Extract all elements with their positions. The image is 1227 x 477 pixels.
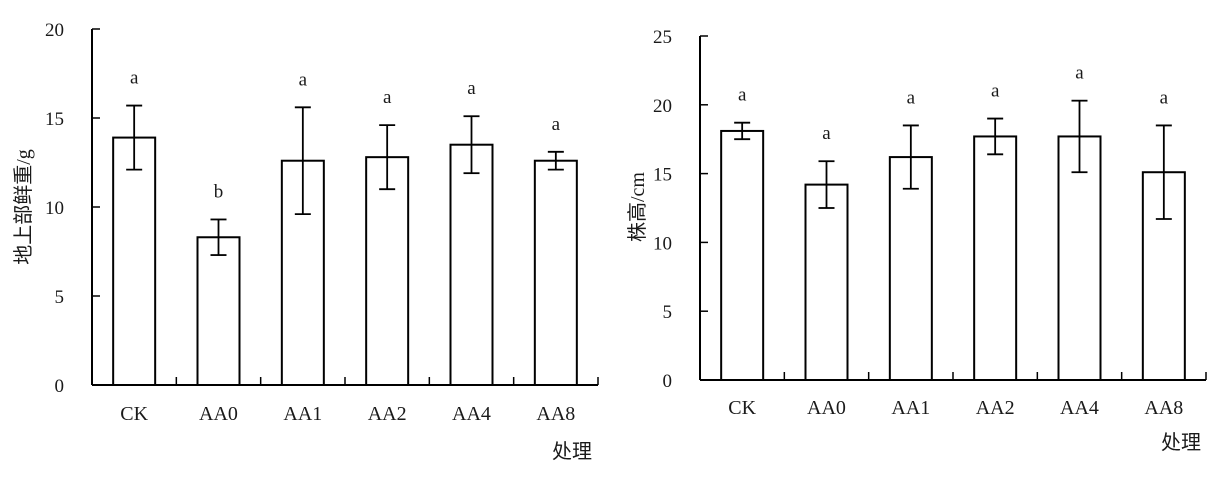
significance-label: a <box>907 87 916 108</box>
bar <box>1057 135 1102 381</box>
y-tick-label: 0 <box>663 371 673 392</box>
significance-label: a <box>991 81 1000 102</box>
significance-label: a <box>467 78 476 99</box>
category-label: AA2 <box>976 397 1015 419</box>
y-tick-label: 5 <box>55 287 65 308</box>
chart-plant-height: 0 5 10 15 20 25 a CK a AA0 a AA1 a AA2 a AA4 a AA8 株高/cm 处理 <box>626 27 1207 454</box>
bar <box>720 129 765 381</box>
category-label: AA0 <box>199 403 238 425</box>
y-tick-label: 20 <box>653 96 672 117</box>
y-tick-label: 10 <box>45 198 64 219</box>
category-label: AA2 <box>368 403 407 425</box>
y-tick-label: 0 <box>55 376 65 397</box>
y-axis-title: 地上部鲜重/g <box>12 149 35 265</box>
category-label: AA8 <box>536 403 575 425</box>
significance-label: a <box>552 114 561 135</box>
x-axis-title: 处理 <box>552 440 592 463</box>
category-label: AA1 <box>891 397 930 419</box>
bar <box>973 135 1018 381</box>
category-label: AA4 <box>1060 397 1099 419</box>
bar <box>365 156 410 386</box>
significance-label: a <box>738 85 747 106</box>
significance-label: a <box>822 123 831 144</box>
bar <box>449 143 494 386</box>
y-axis-title: 株高/cm <box>626 172 649 242</box>
y-tick-label: 15 <box>45 109 64 130</box>
bar <box>533 159 578 386</box>
category-label: AA1 <box>283 403 322 425</box>
category-label: AA8 <box>1144 397 1183 419</box>
y-tick-label: 20 <box>45 20 64 41</box>
y-tick-label: 10 <box>653 233 672 254</box>
y-tick-label: 5 <box>663 302 673 323</box>
bar <box>196 236 241 386</box>
category-label: AA4 <box>452 403 491 425</box>
bar <box>804 183 849 381</box>
bar <box>888 156 933 381</box>
significance-label: a <box>130 68 139 89</box>
significance-label: a <box>299 69 308 90</box>
category-label: AA0 <box>807 397 846 419</box>
y-tick-label: 25 <box>653 27 672 48</box>
significance-label: b <box>214 181 224 202</box>
significance-label: a <box>383 87 392 108</box>
chart-fresh-weight: 0 5 10 15 20 a CK b AA0 a AA1 a AA2 a AA4 a AA8 地上部鲜重/g 处理 <box>12 20 599 463</box>
x-axis-title: 处理 <box>1161 431 1201 454</box>
significance-label: a <box>1075 63 1084 84</box>
category-label: CK <box>120 403 148 425</box>
bar <box>112 136 157 386</box>
category-label: CK <box>728 397 756 419</box>
y-tick-label: 15 <box>653 165 672 186</box>
significance-label: a <box>1160 87 1169 108</box>
